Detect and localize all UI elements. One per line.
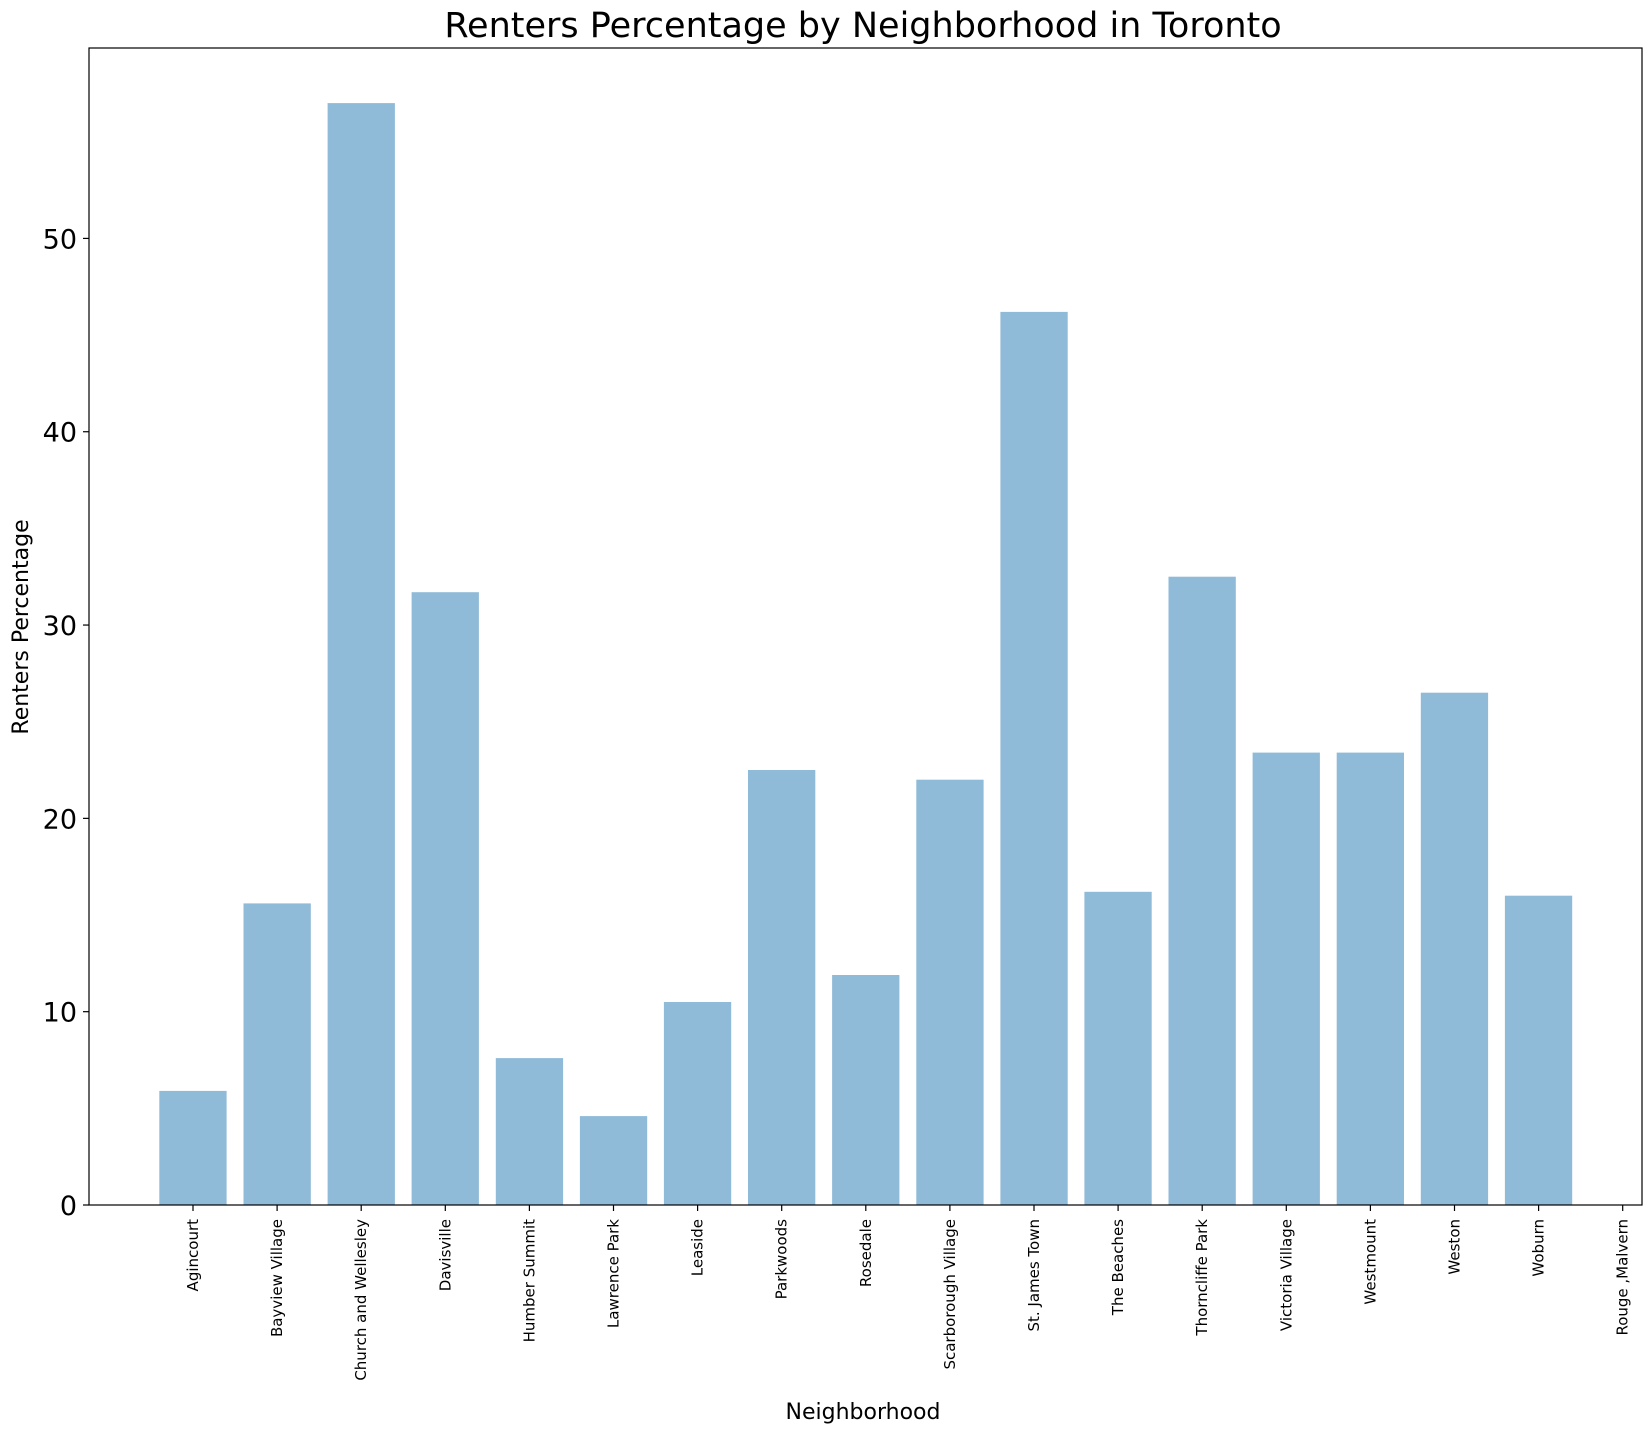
x-tick-label-16: Woburn (1530, 1219, 1548, 1277)
bar-2 (327, 103, 395, 1206)
bar-4 (495, 1058, 564, 1205)
y-axis-label: Renters Percentage (9, 519, 34, 734)
y-tick-label-4: 40 (43, 418, 77, 449)
bar-0 (159, 1090, 227, 1205)
x-tick-label-8: Rosedale (857, 1219, 875, 1287)
bar-7 (748, 770, 816, 1205)
x-tick-label-7: Parkwoods (773, 1219, 791, 1300)
bar-14 (1336, 752, 1404, 1205)
y-axis: 0 10 20 30 40 50 (43, 224, 89, 1222)
x-tick-label-0: Agincourt (184, 1219, 202, 1292)
chart-title: Renters Percentage by Neighborhood in To… (444, 6, 1281, 46)
bar-6 (663, 1002, 732, 1205)
x-tick-label-15: Weston (1446, 1219, 1464, 1275)
bar-11 (1084, 891, 1152, 1205)
x-tick-label-14: Westmount (1361, 1219, 1379, 1305)
x-tick-label-12: Thorncliffe Park (1193, 1219, 1211, 1337)
x-tick-label-9: Scarborough Village (941, 1219, 959, 1370)
bar-3 (411, 592, 479, 1205)
x-axis: Agincourt Bayview Village Church and Welle… (184, 1205, 1632, 1381)
x-tick-label-6: Leaside (689, 1219, 707, 1276)
y-tick-label-5: 50 (43, 224, 77, 255)
bar-13 (1252, 752, 1320, 1205)
bar-12 (1168, 576, 1236, 1205)
x-tick-label-2: Church and Wellesley (352, 1219, 370, 1381)
bar-8 (832, 975, 900, 1205)
y-tick-label-3: 30 (43, 611, 77, 642)
bar-9 (916, 779, 984, 1205)
bar-15 (1420, 692, 1489, 1205)
x-tick-label-3: Davisville (436, 1219, 454, 1291)
bars-group (159, 103, 1573, 1206)
bar-16 (1504, 895, 1573, 1205)
x-tick-label-10: St. James Town (1025, 1219, 1043, 1332)
x-tick-label-5: Lawrence Park (605, 1219, 623, 1328)
y-tick-label-2: 20 (43, 804, 77, 835)
bar-1 (243, 903, 311, 1205)
bar-5 (579, 1116, 648, 1205)
bar-10 (1000, 311, 1068, 1205)
x-axis-label: Neighborhood (786, 1400, 941, 1425)
x-tick-label-11: The Beaches (1109, 1219, 1127, 1316)
x-tick-label-17: Rouge ,Malvern (1614, 1219, 1632, 1336)
y-tick-label-1: 10 (43, 998, 77, 1029)
x-tick-label-1: Bayview Village (268, 1219, 286, 1337)
x-tick-label-13: Victoria Village (1277, 1219, 1295, 1331)
x-tick-label-4: Humber Summit (520, 1219, 538, 1343)
y-tick-label-0: 0 (60, 1191, 77, 1222)
